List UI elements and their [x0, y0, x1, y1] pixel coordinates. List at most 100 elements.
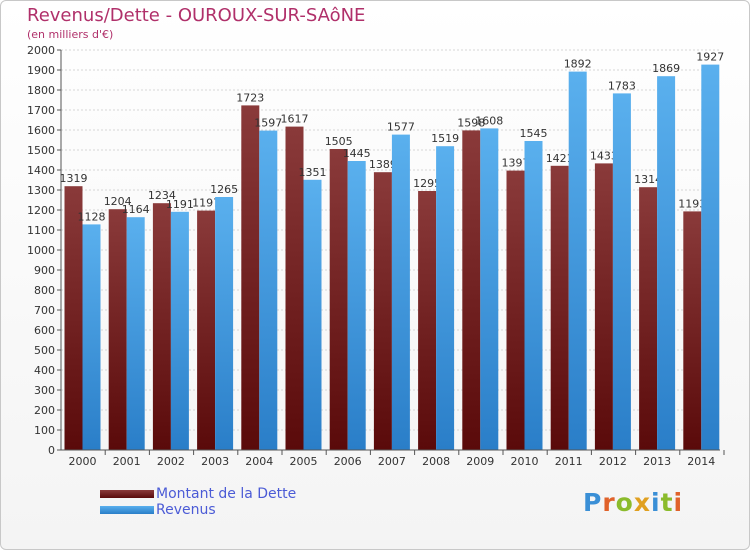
x-tick-label: 2001: [113, 455, 141, 468]
y-tick-label: 600: [34, 324, 55, 337]
revenue-bar-value-label: 1265: [210, 183, 238, 196]
revenue-bar-value-label: 1351: [299, 166, 327, 179]
revenue-bar-value-label: 1577: [387, 121, 415, 134]
debt-bar: [639, 187, 658, 450]
debt-bar-value-label: 1617: [281, 113, 309, 126]
y-tick-label: 1100: [27, 224, 55, 237]
y-tick-label: 1900: [27, 64, 55, 77]
x-tick-label: 2011: [555, 455, 583, 468]
x-tick-label: 2014: [687, 455, 715, 468]
debt-bar: [197, 210, 216, 450]
debt-bar: [594, 163, 613, 450]
y-tick-label: 1400: [27, 164, 55, 177]
legend-item-debt: Montant de la Dette: [100, 486, 296, 502]
logo-letter: x: [633, 488, 651, 517]
debt-bar-value-label: 1723: [236, 91, 264, 104]
revenue-bar-value-label: 1608: [475, 114, 503, 127]
y-tick-label: 500: [34, 344, 55, 357]
logo-letter: r: [602, 488, 616, 517]
y-tick-label: 900: [34, 264, 55, 277]
revenue-bar: [347, 161, 366, 450]
debt-bar: [108, 209, 127, 450]
revenue-bar-value-label: 1128: [78, 210, 106, 223]
debt-bar-value-label: 1421: [546, 152, 574, 165]
y-axis: 0 100 200 300 400 500 600 700 800 900 1000 1100 1200…: [27, 44, 62, 457]
legend-item-revenue: Revenus: [100, 502, 296, 518]
revenue-bar-value-label: 1445: [343, 147, 371, 160]
chart-title: Revenus/Dette - OUROUX-SUR-SAôNE: [27, 5, 366, 26]
revenue-bar-value-label: 1545: [520, 127, 548, 140]
y-tick-label: 200: [34, 404, 55, 417]
x-tick-label: 2006: [334, 455, 362, 468]
debt-bar: [418, 191, 437, 450]
x-tick-label: 2008: [422, 455, 450, 468]
revenue-bar: [170, 211, 189, 450]
debt-bar: [462, 130, 481, 450]
debt-bar: [329, 149, 348, 450]
y-tick-label: 300: [34, 384, 55, 397]
debt-bar-value-label: 1598: [457, 116, 485, 129]
revenue-bar: [126, 217, 145, 450]
debt-bar: [285, 126, 304, 450]
revenue-bar-value-label: 1519: [431, 132, 459, 145]
revenue-bar: [436, 146, 455, 450]
debt-bar: [64, 186, 83, 450]
x-tick-label: 2010: [511, 455, 539, 468]
debt-bar-value-label: 1319: [60, 172, 88, 185]
revenue-bar-value-label: 1892: [564, 58, 592, 71]
y-tick-label: 1800: [27, 84, 55, 97]
x-axis: 2000 2001 2002 2003 2004 2005 2006 2007 2008 2009…: [61, 449, 725, 468]
revenue-bar-value-label: 1191: [166, 198, 194, 211]
y-tick-label: 100: [34, 424, 55, 437]
debt-bar: [550, 165, 569, 451]
logo-letter: P: [583, 488, 603, 517]
revenue-bar-value-label: 1783: [608, 79, 636, 92]
revenue-bar: [259, 130, 278, 450]
x-tick-label: 2000: [69, 455, 97, 468]
y-tick-label: 1300: [27, 184, 55, 197]
revenue-bar: [701, 64, 720, 450]
y-tick-label: 800: [34, 284, 55, 297]
debt-bar-value-label: 1193: [678, 197, 706, 210]
y-tick-label: 1700: [27, 104, 55, 117]
debt-bar-value-label: 1295: [413, 177, 441, 190]
x-tick-label: 2009: [466, 455, 494, 468]
revenue-bar: [657, 76, 676, 450]
debt-bar-value-label: 1204: [104, 195, 132, 208]
y-tick-label: 2000: [27, 44, 55, 57]
debt-bar: [683, 211, 702, 450]
debt-bar-value-label: 1234: [148, 189, 176, 202]
revenue-bar-value-label: 1597: [254, 117, 282, 130]
chart-subtitle: (en milliers d'€): [27, 28, 114, 41]
debt-bar-value-label: 1314: [634, 173, 662, 186]
revenue-bar: [391, 134, 410, 450]
y-tick-label: 1200: [27, 204, 55, 217]
revenue-bar: [303, 179, 322, 451]
legend-label-debt: Montant de la Dette: [156, 486, 297, 502]
debt-bar: [241, 105, 260, 451]
revenue-bar: [612, 93, 631, 451]
debt-bar-value-label: 1433: [590, 149, 618, 162]
revenue-bar-value-label: 1869: [652, 62, 680, 75]
debt-bar: [506, 170, 525, 450]
y-tick-label: 0: [48, 444, 55, 457]
x-tick-label: 2002: [157, 455, 185, 468]
debt-bar-value-label: 1389: [369, 158, 397, 171]
logo-letter: i: [673, 488, 684, 517]
debt-bar-value-label: 1397: [502, 157, 530, 170]
logo-letter: t: [660, 488, 674, 517]
x-tick-label: 2005: [290, 455, 318, 468]
revenue-bar: [215, 197, 234, 450]
debt-bar-value-label: 1197: [192, 197, 220, 210]
revenue-bar-value-label: 1927: [696, 51, 724, 64]
y-tick-label: 1000: [27, 244, 55, 257]
legend: Montant de la Dette Revenus: [100, 486, 296, 518]
legend-swatch-revenue: [100, 506, 154, 514]
y-tick-label: 700: [34, 304, 55, 317]
logo-letter: i: [651, 488, 661, 517]
revenue-bar: [480, 128, 499, 450]
proxiti-logo: Proxiti: [583, 488, 683, 517]
y-tick-label: 1600: [27, 124, 55, 137]
